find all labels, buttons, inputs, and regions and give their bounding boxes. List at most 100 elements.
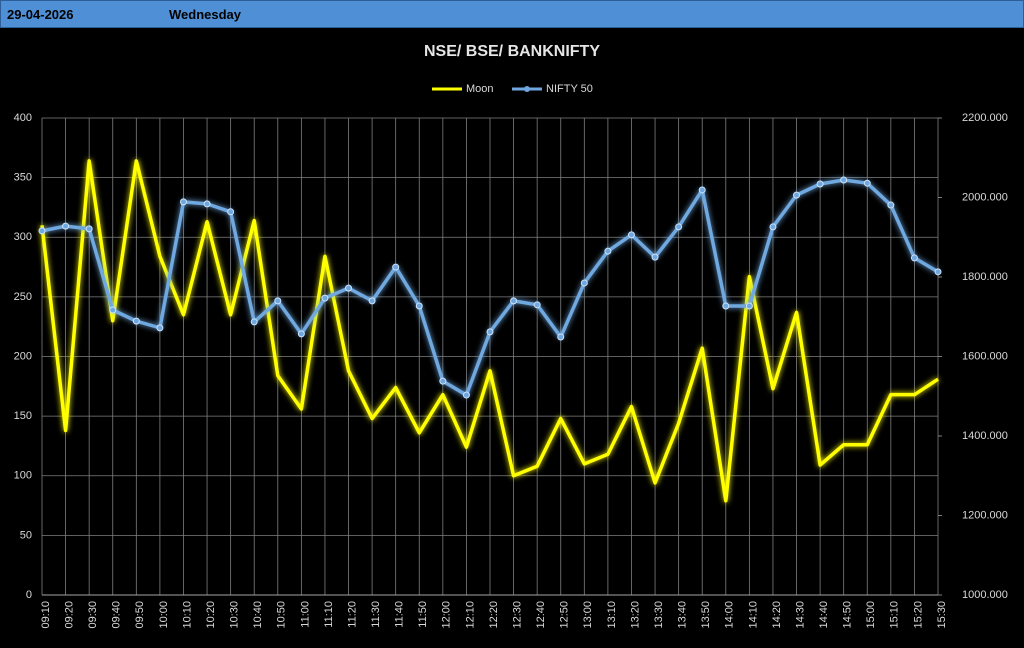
chart: NSE/ BSE/ BANKNIFTY 0 50 100 150 200 250 300 35… [14, 43, 1008, 629]
legend-label: NIFTY 50 [546, 83, 593, 95]
x-tick-label: 12:20 [488, 601, 500, 629]
x-tick-label: 12:00 [441, 601, 453, 629]
y-tick-label: 400 [14, 112, 32, 124]
y-tick-label: 250 [14, 291, 32, 303]
y-tick-label: 100 [14, 470, 32, 482]
point [675, 223, 683, 231]
legend-marker [524, 86, 530, 92]
x-tick-label: 11:40 [394, 601, 406, 628]
x-tick-label: 10:20 [205, 601, 217, 629]
point [793, 191, 801, 199]
x-tick-label: 15:00 [865, 601, 877, 629]
x-tick-label: 14:20 [771, 601, 783, 629]
x-tick-label: 11:20 [346, 601, 358, 628]
point [62, 222, 70, 230]
x-tick-label: 11:50 [417, 601, 429, 628]
x-tick-label: 12:30 [511, 601, 523, 629]
x-tick-label: 09:40 [111, 601, 123, 629]
x-tick-label: 10:30 [229, 601, 241, 629]
x-tick-label: 15:30 [936, 601, 948, 629]
point [439, 377, 447, 385]
x-tick-label: 14:10 [747, 601, 759, 629]
point [580, 279, 588, 287]
x-tick-label: 14:50 [842, 601, 854, 629]
x-tick-label: 12:40 [535, 601, 547, 629]
point [109, 306, 117, 314]
point [392, 263, 400, 271]
x-tick-label: 14:40 [818, 601, 830, 629]
legend-label: Moon [466, 83, 494, 95]
header-bar: 29-04-2026 Wednesday [0, 0, 1024, 28]
y2-tick-label: 1200.000 [962, 509, 1008, 521]
point [604, 247, 612, 255]
point [179, 198, 187, 206]
x-tick-label: 10:50 [276, 601, 288, 629]
point [887, 201, 895, 209]
x-tick-label: 11:10 [323, 601, 335, 628]
x-tick-label: 13:30 [653, 601, 665, 629]
y-tick-label: 200 [14, 350, 32, 362]
y-tick-label: 350 [14, 172, 32, 184]
point [934, 268, 942, 276]
x-tick-label: 10:10 [181, 601, 193, 629]
x-tick-label: 13:00 [582, 601, 594, 629]
point [297, 330, 305, 338]
x-tick-label: 09:30 [87, 601, 99, 629]
y-tick-label: 50 [20, 529, 32, 541]
point [769, 223, 777, 231]
x-tick-label: 13:40 [677, 601, 689, 629]
x-tick-label: 13:20 [629, 601, 641, 629]
y2-tick-label: 1400.000 [962, 430, 1008, 442]
x-tick-label: 09:10 [40, 601, 52, 629]
x-tick-label: 13:10 [606, 601, 618, 629]
point [557, 333, 565, 341]
x-tick-label: 09:50 [134, 601, 146, 629]
x-tick-label: 15:20 [912, 601, 924, 629]
date: 29-04-2026 [7, 7, 74, 22]
x-tick-label: 13:50 [700, 601, 712, 629]
point [274, 297, 282, 305]
point [415, 302, 423, 310]
x-tick-label: 11:30 [370, 601, 382, 628]
point [698, 186, 706, 194]
point [250, 318, 258, 326]
y-tick-label: 0 [26, 589, 32, 601]
x-tick-label: 15:10 [889, 601, 901, 629]
point [345, 284, 353, 292]
day: Wednesday [169, 7, 242, 22]
x-tick-label: 14:00 [724, 601, 736, 629]
y2-tick-label: 2200.000 [962, 112, 1008, 124]
point [816, 180, 824, 188]
point [227, 208, 235, 216]
series-line [40, 159, 939, 503]
y-tick-label: 150 [14, 410, 32, 422]
x-tick-label: 11:00 [299, 601, 311, 628]
point [38, 227, 46, 235]
point [722, 302, 730, 310]
y2-tick-label: 1800.000 [962, 271, 1008, 283]
point [85, 225, 93, 233]
x-tick-label: 10:00 [158, 601, 170, 629]
x-tick-label: 09:20 [63, 601, 75, 629]
y2-tick-label: 2000.000 [962, 191, 1008, 203]
point [486, 328, 494, 336]
point [203, 200, 211, 208]
point [627, 231, 635, 239]
point [368, 297, 376, 305]
point [910, 254, 918, 262]
point [462, 391, 470, 399]
x-tick-label: 10:40 [252, 601, 264, 629]
point [321, 294, 329, 302]
point [156, 324, 164, 332]
y2-tick-label: 1600.000 [962, 350, 1008, 362]
point [863, 179, 871, 187]
point [510, 297, 518, 305]
point [651, 253, 659, 261]
x-tick-label: 12:10 [464, 601, 476, 629]
y-tick-label: 300 [14, 231, 32, 243]
point [132, 317, 140, 325]
x-tick-label: 12:50 [559, 601, 571, 629]
point [840, 176, 848, 184]
point [745, 302, 753, 310]
